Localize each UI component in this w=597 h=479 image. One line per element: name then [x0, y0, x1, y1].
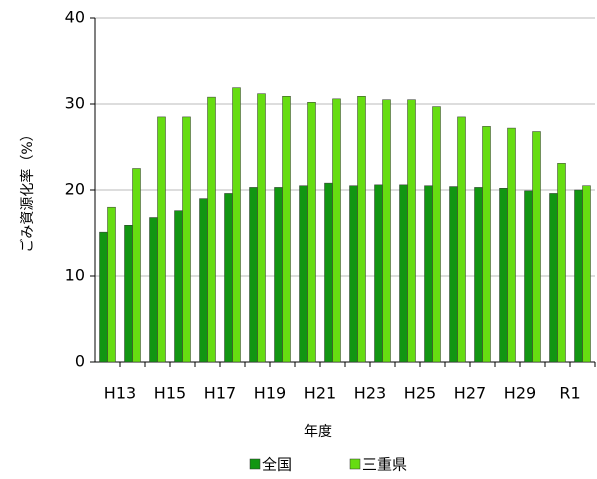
bar	[474, 187, 483, 363]
bar	[107, 206, 116, 363]
bar	[332, 98, 341, 363]
bar	[307, 102, 316, 363]
bar	[299, 185, 308, 363]
legend-swatch	[349, 458, 361, 470]
bar	[432, 106, 441, 363]
legend-label: 三重県	[362, 456, 407, 474]
bar	[449, 186, 458, 363]
legend-swatch	[249, 458, 261, 470]
bar	[399, 184, 408, 363]
x-tick-label: H19	[254, 384, 286, 403]
bar	[324, 182, 333, 363]
y-tick-label: 10	[65, 266, 85, 285]
bar	[357, 96, 366, 363]
bar	[582, 185, 591, 363]
bar	[549, 193, 558, 363]
x-tick-label: H23	[354, 384, 386, 403]
bar	[257, 93, 266, 363]
bar	[507, 127, 516, 363]
bar	[157, 116, 166, 363]
bar	[224, 193, 233, 363]
bar	[124, 225, 133, 363]
bar	[282, 96, 291, 363]
bar	[232, 87, 241, 363]
x-tick-label: R1	[559, 384, 580, 403]
x-axis-label: 年度	[304, 424, 332, 440]
bar	[182, 116, 191, 363]
bar	[524, 190, 533, 363]
bar	[574, 189, 583, 363]
y-tick-label: 40	[65, 8, 85, 27]
bar	[374, 184, 383, 363]
legend-label: 全国	[262, 456, 292, 474]
y-tick-label: 0	[75, 352, 85, 371]
x-tick-label: H25	[404, 384, 436, 403]
bar	[207, 96, 216, 363]
bar	[199, 198, 208, 363]
bar	[132, 168, 141, 363]
bar	[457, 116, 466, 363]
bar	[349, 185, 358, 363]
bar	[482, 126, 491, 363]
bar	[499, 188, 508, 363]
y-tick-label: 30	[65, 94, 85, 113]
bar	[249, 187, 258, 363]
x-tick-label: H17	[204, 384, 236, 403]
bar	[149, 217, 158, 363]
x-tick-label: H13	[104, 384, 136, 403]
bar	[99, 231, 108, 363]
bar	[424, 185, 433, 363]
bar	[557, 163, 566, 363]
bar	[532, 131, 541, 363]
bar	[174, 210, 183, 363]
x-tick-label: H29	[504, 384, 536, 403]
y-axis-label: ごみ資源化率（%）	[19, 127, 36, 252]
x-tick-label: H15	[154, 384, 186, 403]
y-tick-label: 20	[65, 180, 85, 199]
x-tick-label: H21	[304, 384, 336, 403]
x-tick-label: H27	[454, 384, 486, 403]
bar	[274, 187, 283, 363]
bar	[407, 99, 416, 363]
bar	[382, 99, 391, 363]
